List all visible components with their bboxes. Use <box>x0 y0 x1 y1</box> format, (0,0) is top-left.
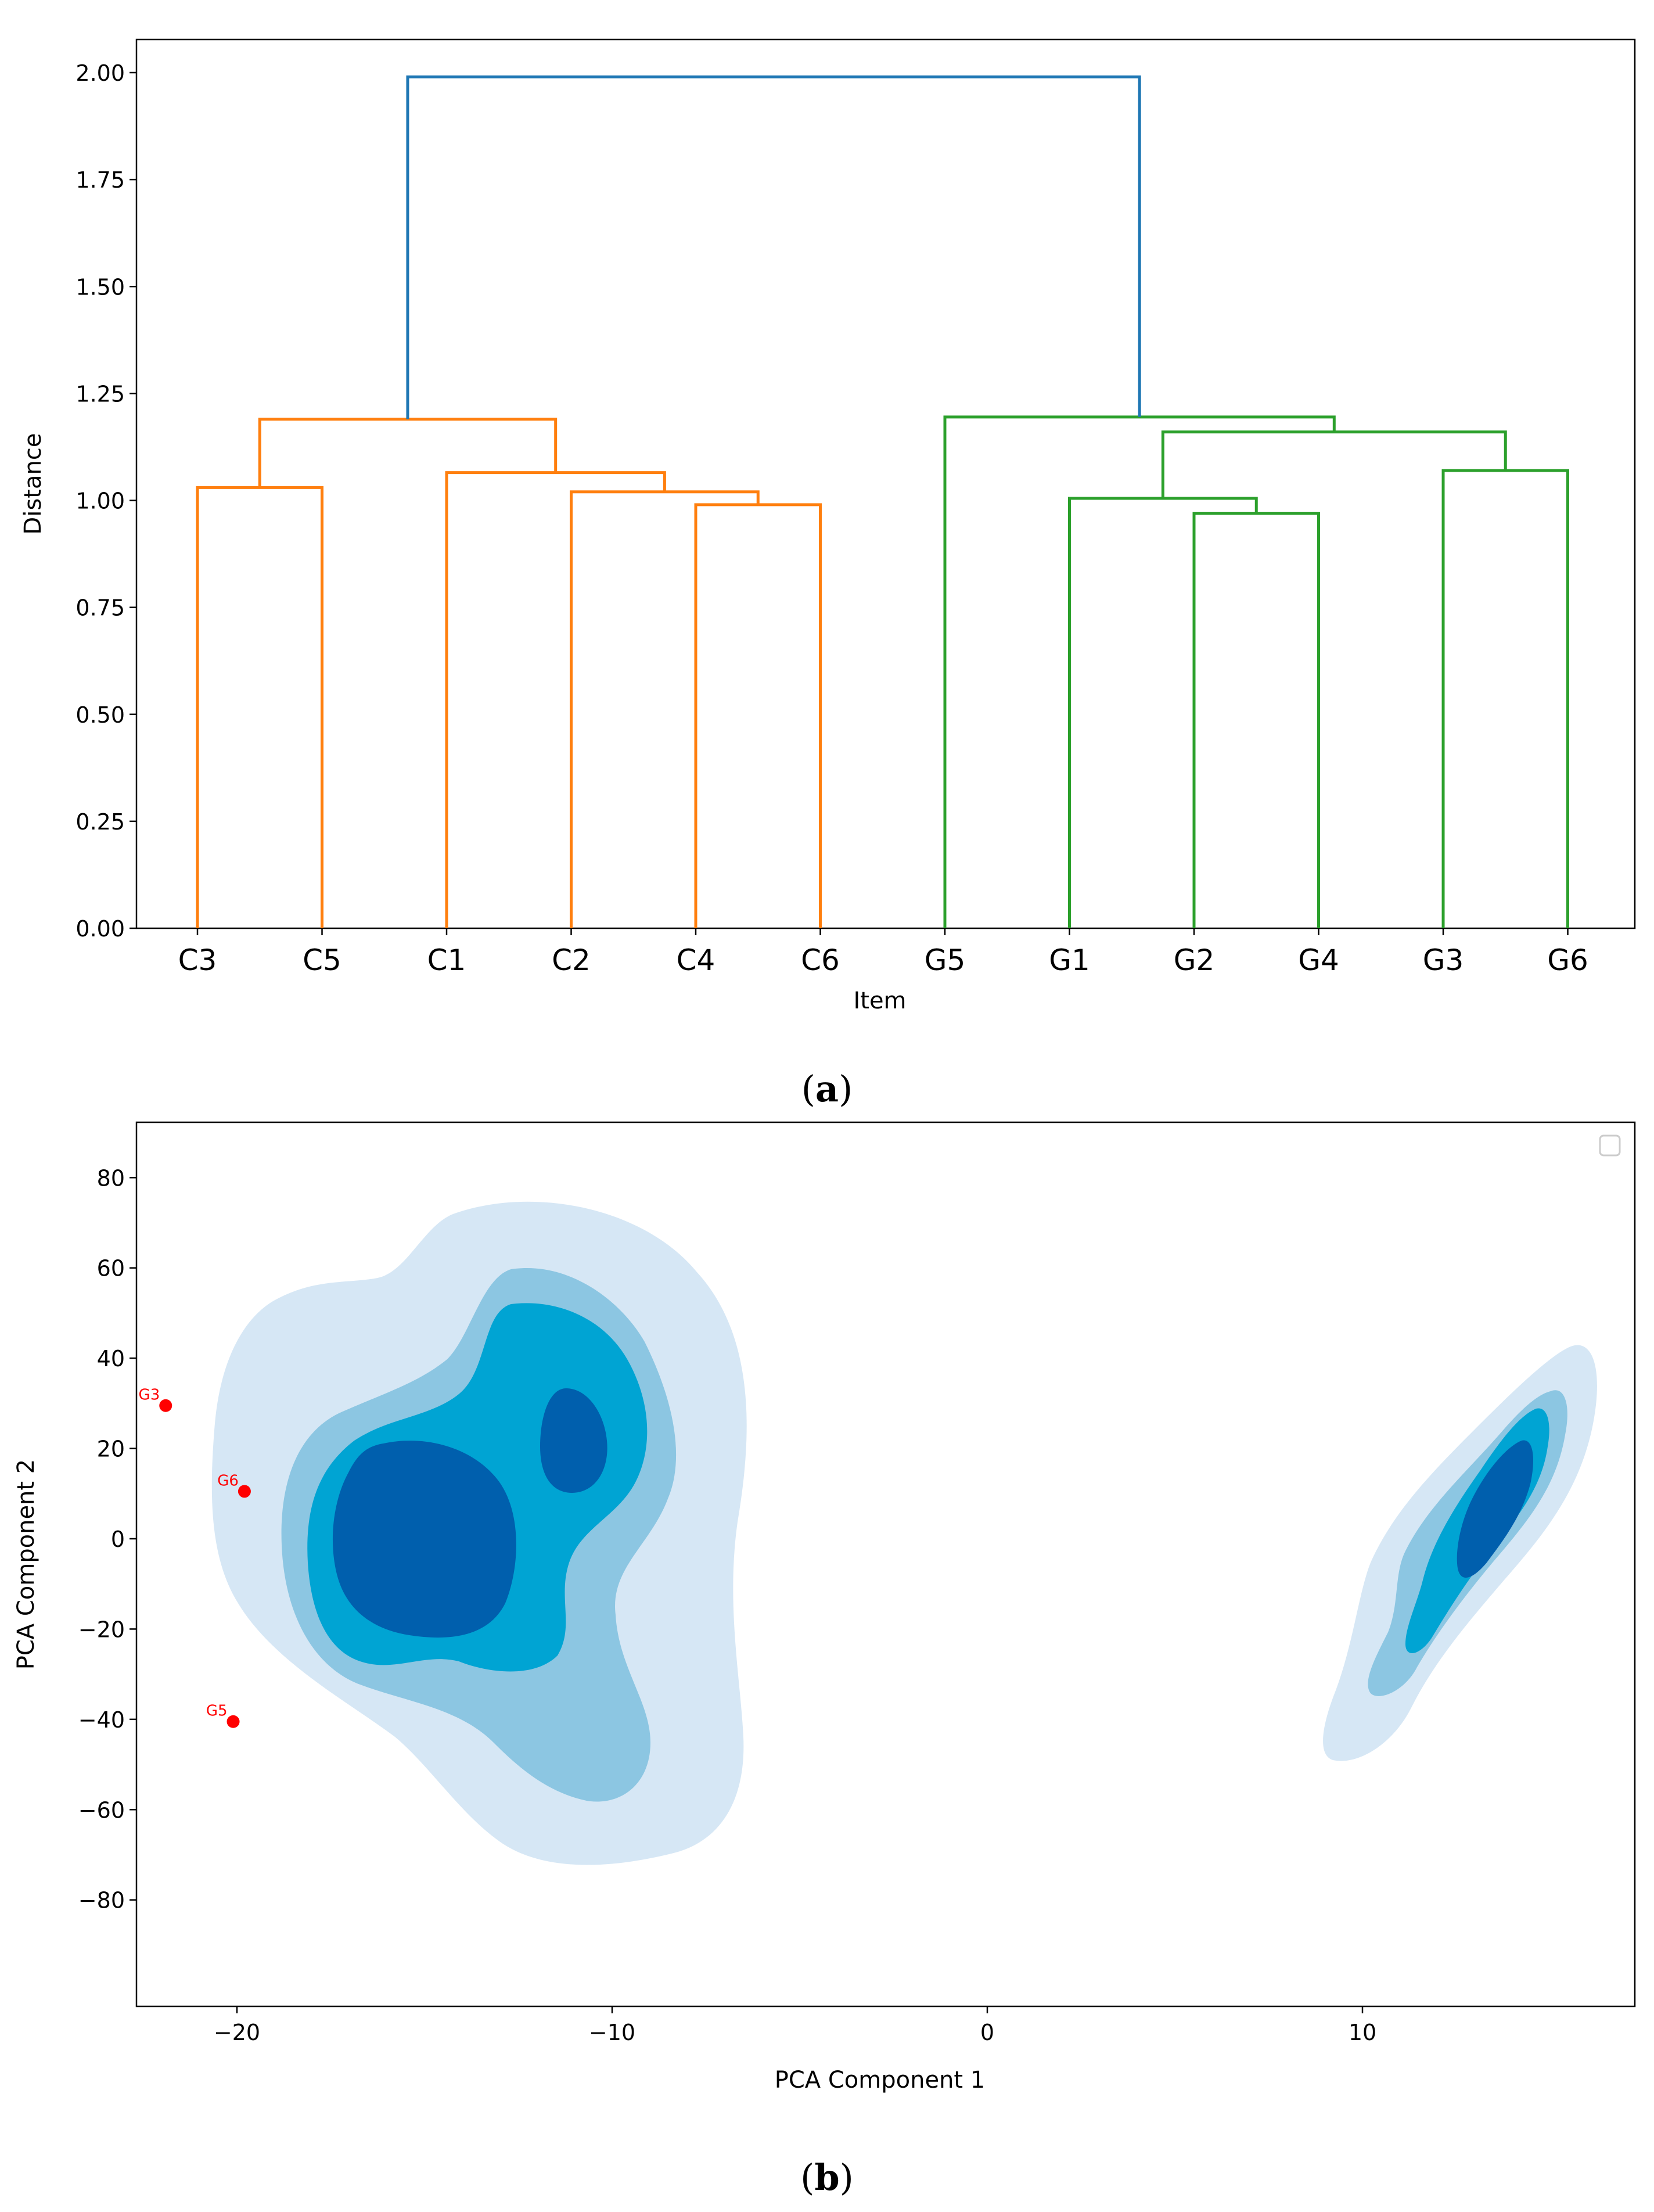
density-contours <box>211 1201 1597 1865</box>
dendrogram-y-tick-label: 0.50 <box>75 702 125 728</box>
dendrogram-leaf-label-c4: C4 <box>677 943 715 977</box>
dendrogram-leaf-label-c3: C3 <box>178 943 217 977</box>
dendrogram-leaf-label-c6: C6 <box>801 943 840 977</box>
point-g5 <box>226 1715 240 1728</box>
dendrogram-leaf-label-c5: C5 <box>303 943 341 977</box>
pca-x-tick-label: 0 <box>980 2020 994 2045</box>
pca-y-tick-label: −40 <box>78 1707 125 1733</box>
pca-plot-frame <box>135 1121 1636 2008</box>
dendrogram-y-tick-label: 0.25 <box>75 809 125 835</box>
pca-y-tick-label: 60 <box>97 1256 125 1281</box>
dendrogram-leaf-label-g6: G6 <box>1547 943 1588 977</box>
point-g6 <box>238 1485 251 1498</box>
density-right-level-4 <box>1457 1440 1533 1578</box>
dendrogram-y-tick-label: 1.00 <box>75 489 125 514</box>
dendrogram-leaf-label-c1: C1 <box>427 943 466 977</box>
dendrogram-leaf-label-g5: G5 <box>925 943 966 977</box>
dendrogram-y-tick-label: 1.50 <box>75 274 125 300</box>
point-label-g5: G5 <box>206 1703 228 1720</box>
point-g3 <box>159 1399 172 1412</box>
point-label-g6: G6 <box>217 1472 239 1489</box>
pca-x-axis-label: PCA Component 1 <box>775 2067 986 2094</box>
dendrogram-y-axis-label: Distance <box>20 433 46 535</box>
dendrogram-y-tick-label: 1.75 <box>75 167 125 193</box>
pca-x-tick-label: −10 <box>589 2020 635 2045</box>
dendrogram-leaf-label-g2: G2 <box>1174 943 1215 977</box>
pca-y-ticks: −80 −60 −40 −20 0 20 40 60 80 <box>78 1165 136 1913</box>
pca-x-tick-label: −20 <box>214 2020 260 2045</box>
pca-y-tick-label: 20 <box>97 1437 125 1462</box>
dendrogram-leaf-label-c2: C2 <box>552 943 591 977</box>
pca-y-tick-label: −60 <box>78 1797 125 1823</box>
empty-legend-box <box>1599 1134 1621 1157</box>
pca-y-tick-label: 80 <box>97 1165 125 1191</box>
dendrogram-panel: 0.000.250.500.751.001.251.501.752.00 C3 C… <box>20 38 1636 1014</box>
caption-a: (a) <box>801 1068 853 1110</box>
dendrogram-y-ticks: 0.00 0.25 0.50 0.75 1.00 1.25 1.50 1.75 2.00 <box>75 60 136 942</box>
dendrogram-link-11 <box>406 75 1141 419</box>
point-label-g3: G3 <box>139 1387 160 1404</box>
dendrogram-y-tick-label: 2.00 <box>75 60 125 86</box>
pca-y-tick-label: −80 <box>78 1888 125 1913</box>
dendrogram-leaf-label-g3: G3 <box>1423 943 1464 977</box>
pca-y-tick-label: 0 <box>111 1527 125 1552</box>
density-left-level-4-upper <box>540 1388 607 1493</box>
pca-x-tick-label: 10 <box>1349 2020 1376 2045</box>
pca-y-axis-label: PCA Component 2 <box>13 1459 39 1670</box>
density-left-level-4-main <box>332 1441 516 1638</box>
dendrogram-y-tick-label: 1.25 <box>75 381 125 407</box>
dendrogram-x-axis-label: Item <box>853 988 906 1014</box>
pca-panel: G3G2G6G4G1G5C6C2C3C4C1C5 −40−30−20−10010… <box>13 1121 1636 2094</box>
dendrogram-link-4 <box>445 471 666 928</box>
caption-b: (b) <box>800 2156 854 2199</box>
dendrogram-x-ticks: C3 C5 C1 C2 C4 C6 G5 G1 G2 G4 G3 G6 <box>178 928 1588 977</box>
dendrogram-link-10 <box>943 415 1336 928</box>
pca-x-ticks: −40−30−20−100102030 <box>214 2006 1376 2045</box>
dendrogram-links <box>196 75 1569 928</box>
dendrogram-plot-area <box>135 38 1636 929</box>
dendrogram-leaf-label-g1: G1 <box>1049 943 1090 977</box>
dendrogram-y-tick-label: 0.00 <box>75 916 125 942</box>
pca-scatter-points: G3G2G6G4G1G5C6C2C3C4C1C5 <box>139 1387 251 1728</box>
dendrogram-leaf-label-g4: G4 <box>1298 943 1339 977</box>
pca-y-tick-label: −20 <box>78 1617 125 1642</box>
dendrogram-y-tick-label: 0.75 <box>75 595 125 621</box>
pca-y-tick-label: 40 <box>97 1346 125 1371</box>
dendrogram-link-7 <box>1068 497 1258 928</box>
